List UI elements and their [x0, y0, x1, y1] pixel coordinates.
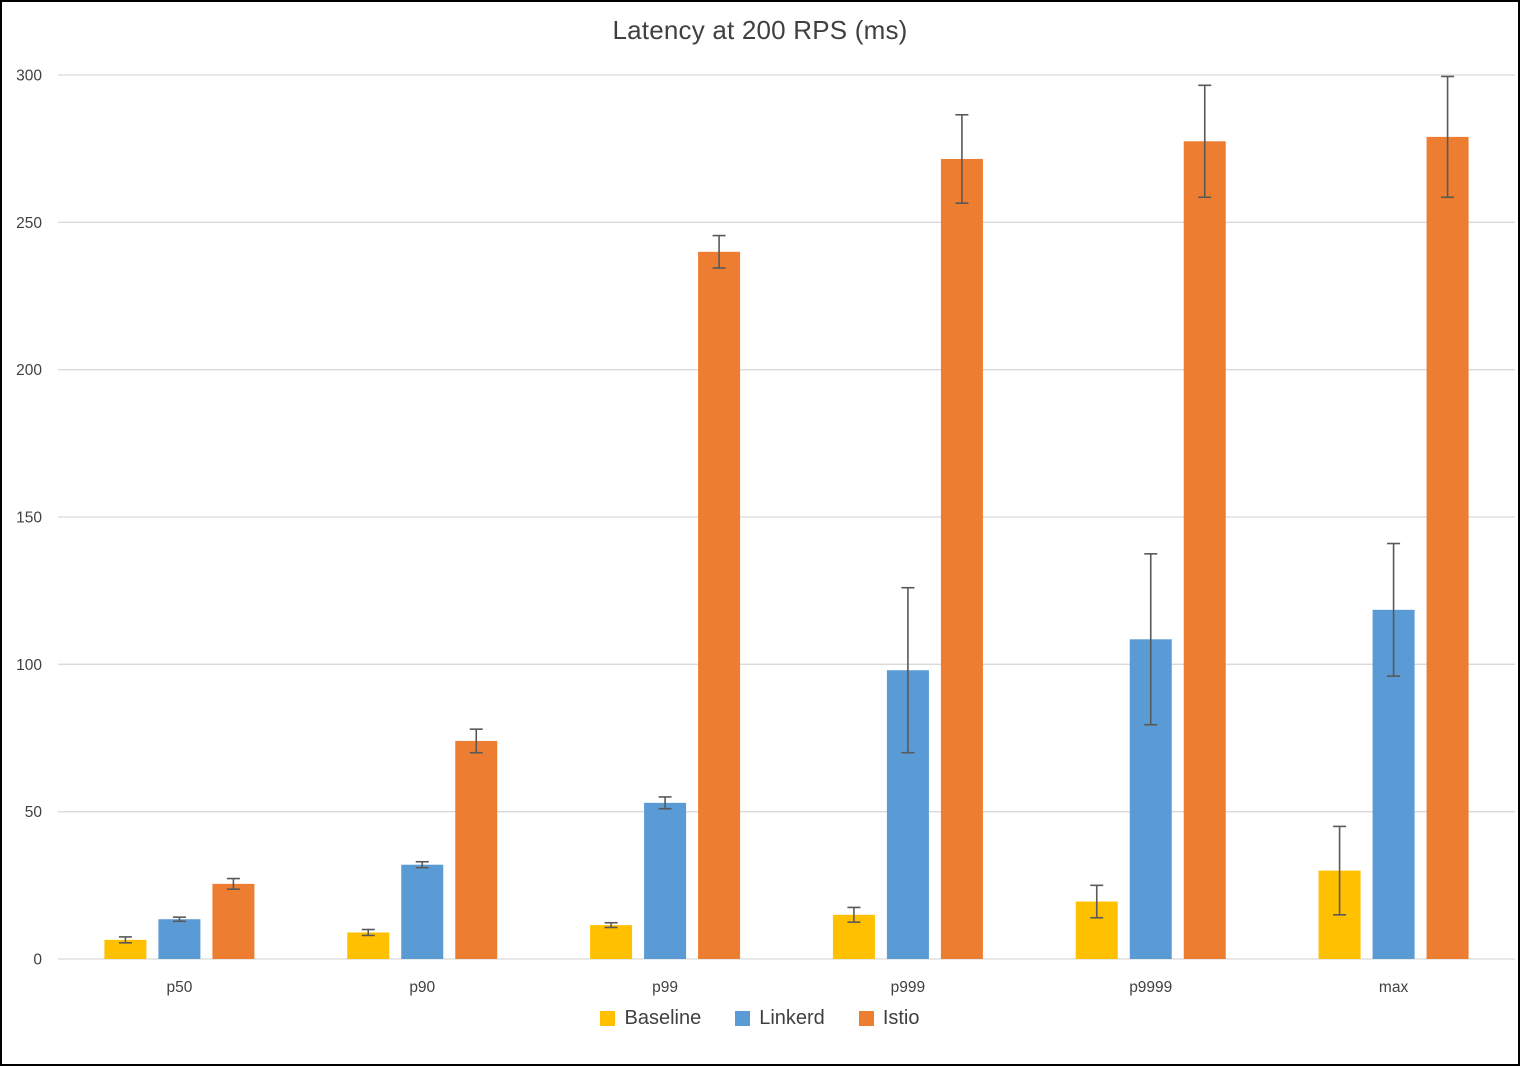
bar-istio-p90 [455, 740, 498, 959]
bar-istio-p9999 [1183, 141, 1226, 960]
legend-swatch-linkerd [735, 1011, 751, 1026]
bar-baseline-p99 [590, 925, 633, 959]
bar-istio-p999 [940, 158, 983, 960]
y-tick-label-0: 0 [33, 952, 42, 969]
y-tick-label-150: 150 [16, 510, 42, 527]
x-category-label-p50: p50 [166, 979, 192, 996]
bar-linkerd-p90 [401, 864, 444, 959]
legend-swatch-istio [858, 1011, 874, 1026]
x-category-label-max: max [1379, 979, 1409, 996]
chart-title: Latency at 200 RPS (ms) [612, 15, 908, 45]
y-tick-label-250: 250 [16, 215, 42, 232]
legend-label-linkerd: Linkerd [759, 1007, 825, 1029]
legend-item-linkerd: Linkerd [735, 1007, 825, 1030]
bar-baseline-p90 [347, 932, 390, 959]
legend-item-istio: Istio [858, 1007, 920, 1030]
x-category-label-p9999: p9999 [1129, 979, 1172, 996]
bar-baseline-p50 [104, 939, 147, 959]
legend-item-baseline: Baseline [600, 1007, 701, 1030]
bar-istio-max [1426, 136, 1469, 959]
bar-linkerd-p99 [644, 802, 687, 959]
bar-istio-p50 [212, 883, 255, 959]
bar-linkerd-p50 [158, 919, 201, 959]
x-category-label-p999: p999 [891, 979, 925, 996]
y-tick-label-300: 300 [16, 68, 42, 85]
x-category-label-p99: p99 [652, 979, 678, 996]
x-category-label-p90: p90 [409, 979, 435, 996]
legend: Baseline Linkerd Istio [2, 1007, 1518, 1030]
y-tick-label-100: 100 [16, 657, 42, 674]
y-tick-label-200: 200 [16, 362, 42, 379]
legend-swatch-baseline [600, 1011, 616, 1026]
legend-label-baseline: Baseline [624, 1007, 702, 1029]
legend-label-istio: Istio [882, 1007, 920, 1029]
bar-istio-p99 [698, 251, 741, 960]
y-tick-label-50: 50 [25, 804, 43, 821]
